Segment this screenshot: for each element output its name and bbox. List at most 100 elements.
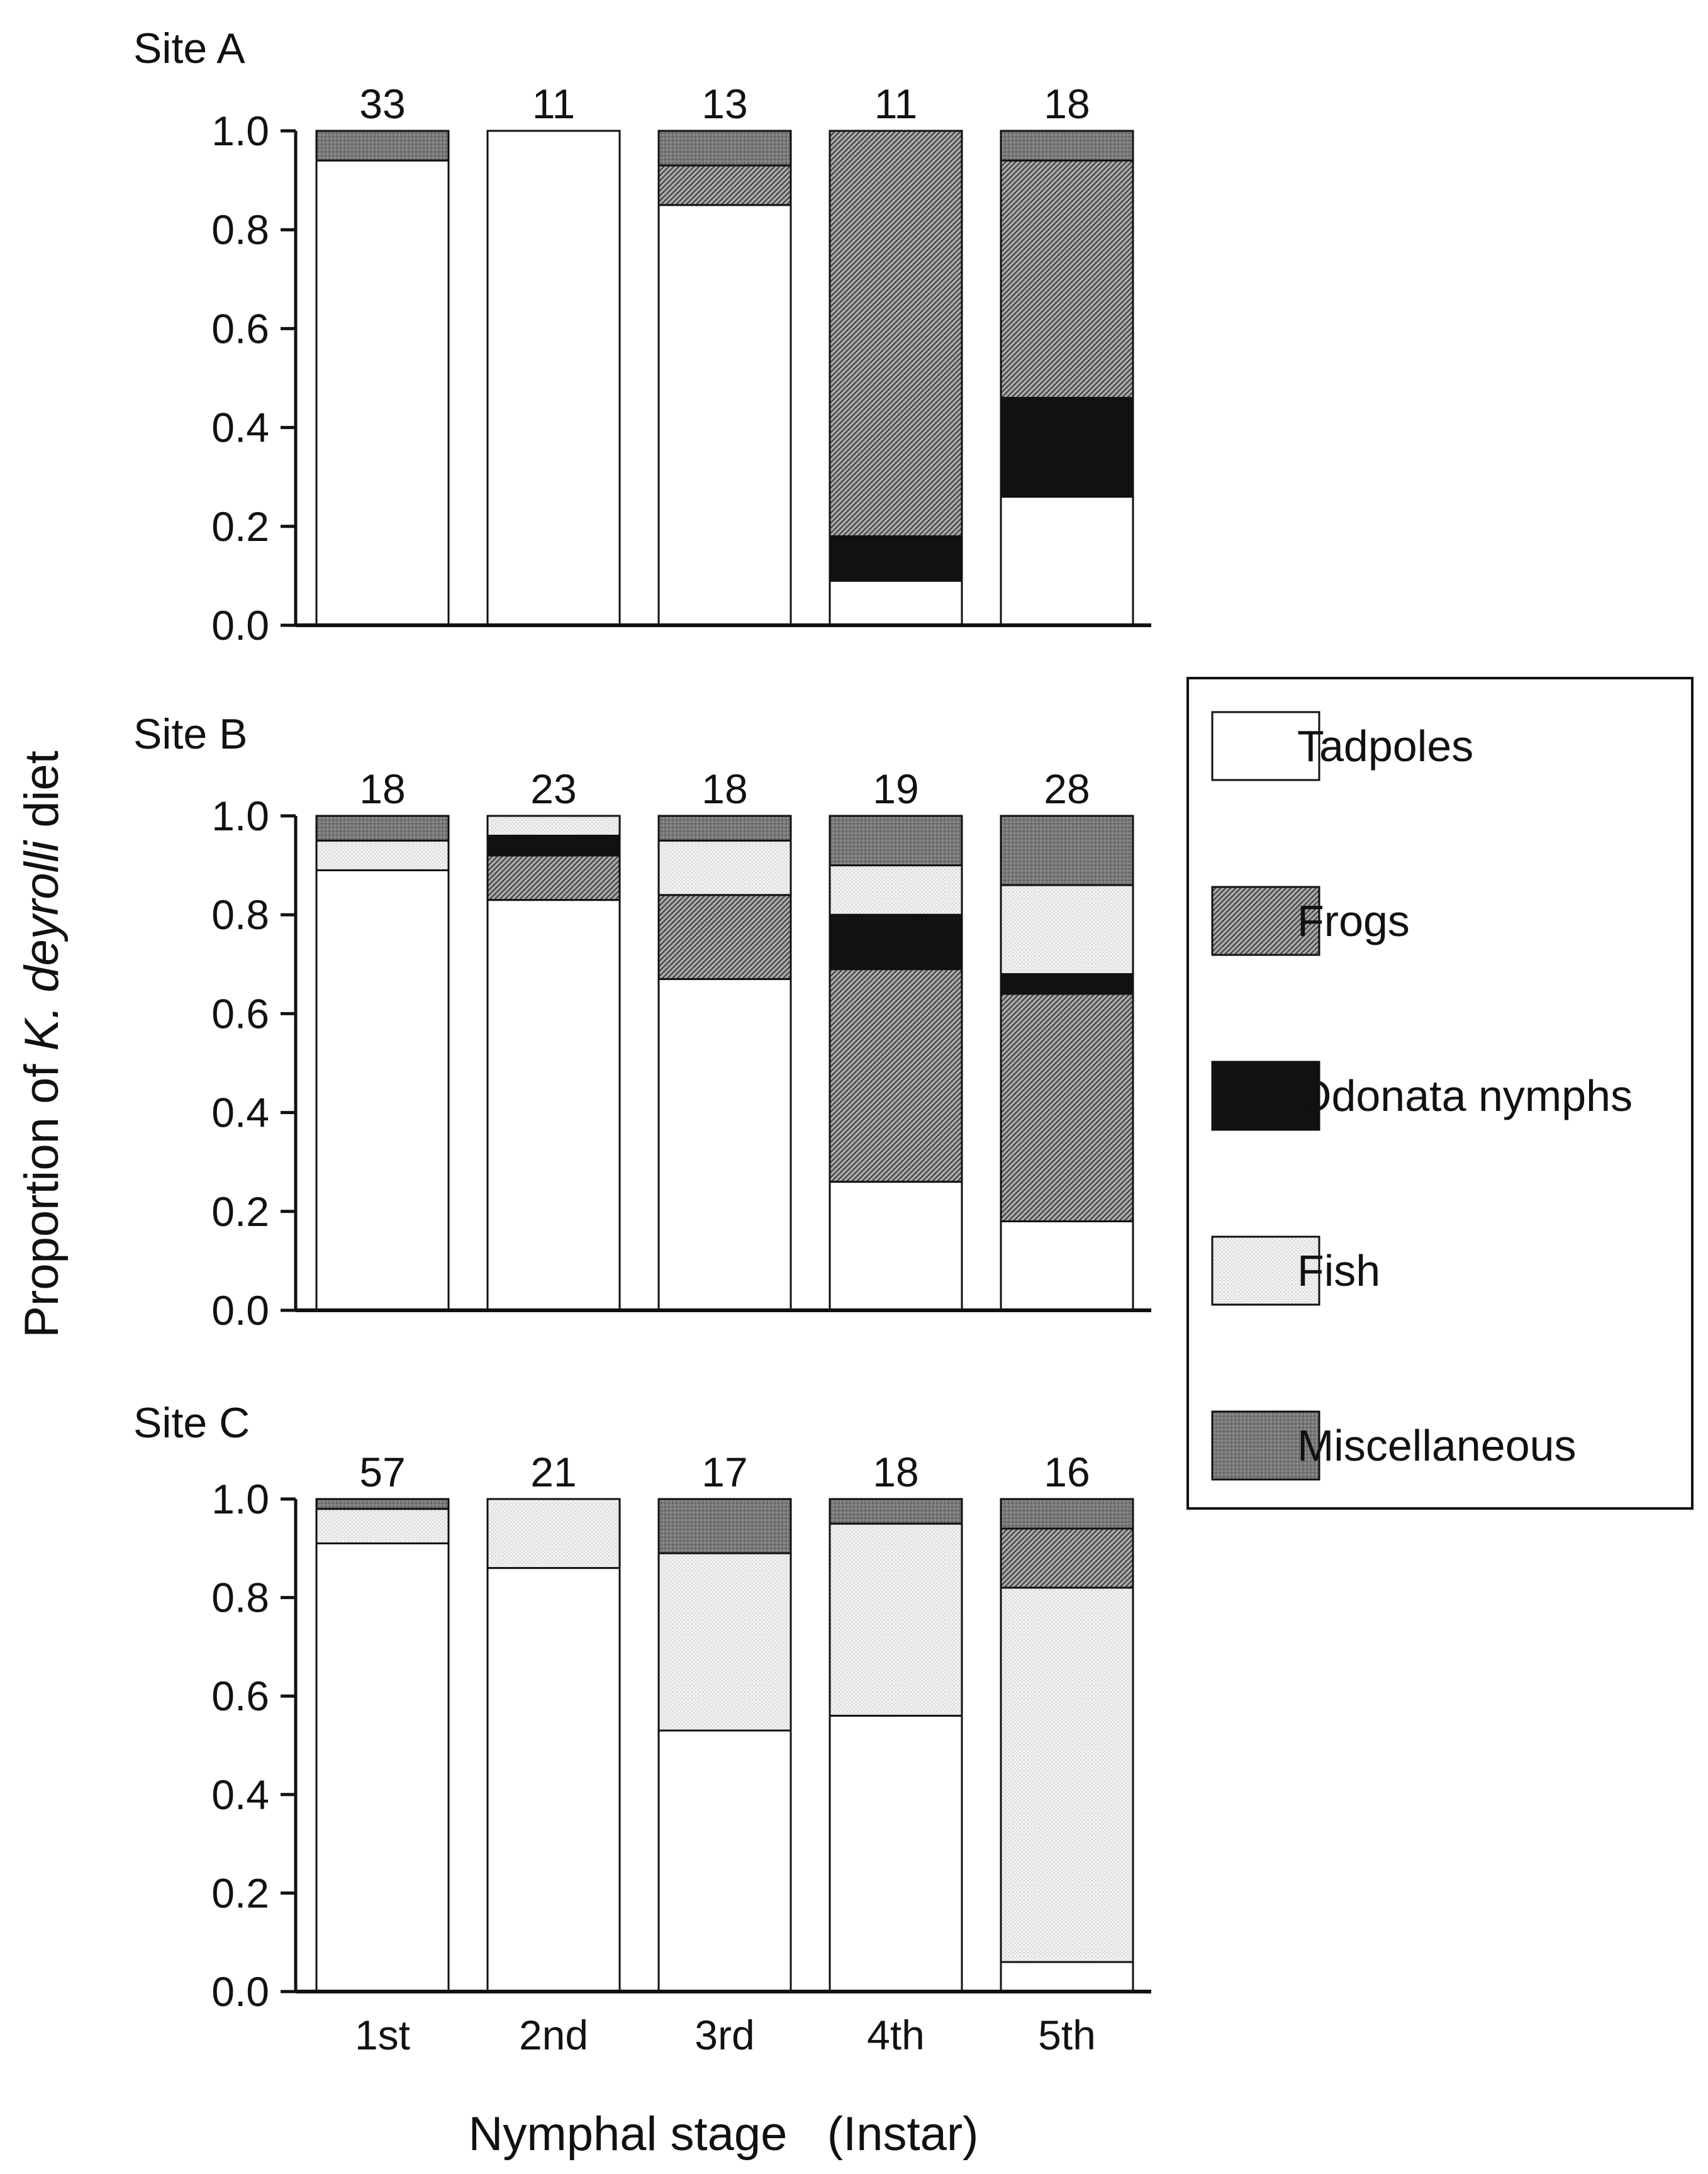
x-axis-title: Nymphal stage (Instar) [469,2107,979,2161]
bar-segment-tadpoles [657,1729,792,1993]
bar-segment-frogs [657,164,792,206]
panel-site-b: Site B 18 23 18 19 28 0.0 0.2 0.4 0.6 0.8 1.0 [133,710,1151,1334]
x-tick-label: 4th [867,2012,925,2058]
bar-segment-tadpoles [829,1181,963,1312]
sample-size-label: 16 [1044,1449,1090,1495]
bar-segment-tadpoles [486,130,621,627]
bar-segment-fish [1000,884,1134,976]
y-tick-label: 0.2 [211,1870,269,1916]
y-tick-label: 0.6 [211,305,269,352]
bar-segment-tadpoles [486,899,621,1312]
bar-segment-fish [829,864,963,916]
bar-segment-miscellaneous [829,815,963,867]
sample-size-label: 18 [359,766,405,812]
sample-size-label: 33 [359,81,405,127]
y-tick-label: 0.4 [211,1771,269,1818]
legend-item-odonata-nymphs: Odonata nymphs [1211,1061,1633,1131]
bar-segment-frogs [1000,993,1134,1223]
y-tick-label: 1.0 [211,793,269,839]
y-tick-label: 0.6 [211,990,269,1037]
bar-segment-odonata-nymphs [829,535,963,582]
legend-item-miscellaneous: Miscellaneous [1211,1410,1577,1481]
sample-size-label: 19 [873,766,918,812]
bar-segment-tadpoles [829,579,963,627]
legend-label: Miscellaneous [1297,1421,1577,1470]
sample-size-label: 23 [530,766,576,812]
bar-segment-odonata-nymphs [486,834,621,857]
legend-label: Fish [1297,1246,1380,1295]
sample-size-label: 28 [1044,766,1090,812]
legend-swatch [1211,711,1320,781]
legend-swatch [1211,886,1320,956]
bar-segment-tadpoles [315,1542,450,1993]
panel-title: Site C [133,1399,250,1447]
bar-segment-frogs [1000,1527,1134,1589]
bar-segment-tadpoles [486,1567,621,1993]
panel-site-c: Site C 57 21 17 18 16 0.0 0.2 0.4 0.6 0.8 1.0 1st 2nd… [133,1399,1151,2058]
sample-size-label: 21 [530,1449,576,1495]
y-axis-title-part-1: Proportion of [15,1051,69,1338]
y-tick-label: 0.8 [211,1575,269,1621]
sample-size-label: 18 [701,766,747,812]
sample-size-label: 18 [873,1449,918,1495]
panel-site-a: Site A 33 11 13 11 18 0.0 0.2 0.4 0.6 0.8 1.0 [133,25,1151,649]
bar-segment-miscellaneous [657,1498,792,1554]
sample-size-label: 11 [874,81,918,127]
panel-title: Site A [133,25,245,72]
legend-label: Odonata nymphs [1297,1071,1633,1120]
legend: Tadpoles Frogs Odonata nymphs Fish Miscellan… [1186,677,1694,1510]
y-axis-title-species: K. deyrolli [15,840,69,1051]
legend-swatch [1211,1235,1320,1306]
bar-segment-miscellaneous [315,815,450,842]
bar-segment-frogs [486,854,621,901]
bar-segment-odonata-nymphs [829,913,963,971]
legend-swatch [1211,1061,1320,1131]
bar-segment-tadpoles [1000,496,1134,627]
y-tick-label: 0.2 [211,1188,269,1235]
bar-segment-fish [1000,1586,1134,1963]
legend-item-frogs: Frogs [1211,886,1410,956]
bar-segment-fish [315,839,450,871]
bar-segment-tadpoles [1000,1961,1134,1993]
bar-segment-odonata-nymphs [1000,396,1134,498]
bar-segment-tadpoles [315,869,450,1312]
y-tick-label: 1.0 [211,108,269,154]
x-tick-label: 2nd [519,2012,588,2058]
sample-size-label: 11 [532,81,576,127]
sample-size-label: 17 [701,1449,747,1495]
bar-segment-fish [829,1522,963,1717]
bar-segment-miscellaneous [657,130,792,167]
y-axis-title: Proportion of K. deyrolli diet [15,750,69,1338]
legend-swatch [1211,1410,1320,1481]
bar-segment-frogs [829,130,963,538]
bar-segment-frogs [657,894,792,980]
y-axis-title-part-3: diet [15,750,69,841]
bar-segment-fish [657,839,792,896]
y-tick-label: 0.2 [211,503,269,550]
bar-segment-fish [486,815,621,837]
sample-size-label: 13 [701,81,747,127]
bar-segment-miscellaneous [1000,130,1134,162]
bar-segment-tadpoles [657,978,792,1312]
bar-segment-fish [486,1498,621,1569]
bar-segment-tadpoles [829,1715,963,1993]
bar-segment-frogs [829,968,963,1183]
y-tick-label: 0.0 [211,1287,269,1334]
bar-segment-fish [315,1508,450,1544]
y-tick-label: 0.6 [211,1673,269,1719]
bar-segment-fish [657,1552,792,1732]
y-tick-label: 1.0 [211,1476,269,1522]
sample-size-label: 57 [359,1449,405,1495]
bar-segment-miscellaneous [829,1498,963,1525]
bar-segment-odonata-nymphs [1000,973,1134,995]
x-tick-label: 3rd [695,2012,754,2058]
y-tick-label: 0.8 [211,206,269,253]
bar-segment-miscellaneous [315,130,450,162]
legend-label: Frogs [1297,896,1410,945]
sample-size-label: 18 [1044,81,1090,127]
y-tick-label: 0.8 [211,891,269,938]
x-tick-label: 1st [355,2012,410,2058]
bar-segment-tadpoles [657,204,792,627]
